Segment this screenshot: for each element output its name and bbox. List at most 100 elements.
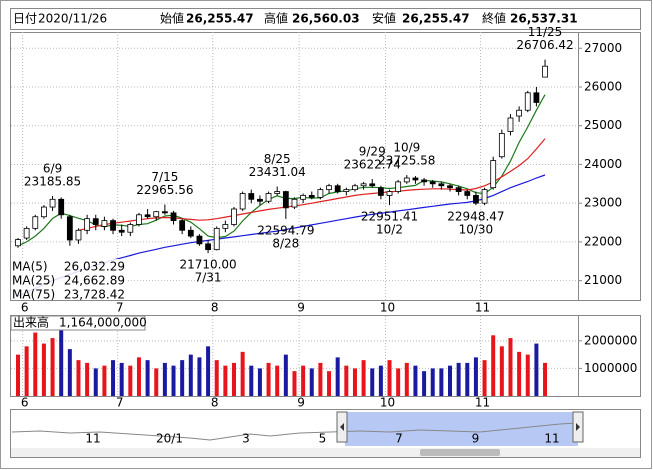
- navigator-label: 9: [472, 432, 480, 446]
- volume-bar: [102, 365, 107, 396]
- candle-body: [265, 193, 272, 202]
- volume-bar: [283, 354, 288, 396]
- navigator-label: 11: [85, 432, 100, 446]
- volume-bar: [41, 343, 46, 396]
- field-value: 26,255.47: [186, 12, 254, 26]
- candle-body: [360, 183, 367, 187]
- volume-bar: [327, 371, 332, 396]
- volume-bar: [387, 360, 392, 396]
- volume-bar: [223, 365, 228, 396]
- candle-body: [326, 185, 332, 191]
- volume-bar: [543, 362, 548, 396]
- volume-bar: [33, 332, 38, 396]
- volume-bar: [93, 368, 98, 396]
- x-tick-label: 10: [380, 301, 395, 315]
- y-tick-label: 27000: [584, 41, 622, 55]
- volume-bar: [517, 351, 522, 396]
- volume-bar: [465, 362, 470, 396]
- legend-value: 23,728.42: [64, 288, 125, 302]
- volume-bar: [206, 346, 211, 396]
- navigator-label: 20/1: [156, 432, 183, 446]
- y-tick-label: 21000: [584, 273, 622, 287]
- navigator-label: 5: [319, 432, 327, 446]
- candle-body: [49, 198, 56, 208]
- x-tick-label: 9: [297, 301, 305, 315]
- volume-bar: [525, 354, 530, 396]
- volume-bar: [119, 362, 124, 396]
- candle-body: [507, 117, 514, 132]
- annotation-date: 10/2: [376, 223, 403, 237]
- price-panel: [10, 32, 641, 301]
- navigator-label: 11: [544, 432, 559, 446]
- volume-bar: [396, 368, 401, 396]
- volume-bar: [361, 360, 366, 396]
- volume-bar: [422, 371, 427, 396]
- annotation-value: 23622.74: [344, 158, 401, 172]
- volume-bar: [171, 365, 176, 396]
- candle-body: [144, 214, 151, 218]
- candle-body: [66, 216, 73, 241]
- legend-name: MA(25): [12, 274, 55, 288]
- candle-body: [386, 191, 393, 196]
- candle-body: [110, 220, 116, 231]
- volume-bar: [232, 362, 236, 396]
- volume-bar: [266, 362, 271, 396]
- y-tick-label: 25000: [584, 118, 622, 132]
- y-tick-label: 23000: [584, 196, 622, 210]
- legend-name: MA(5): [12, 260, 48, 274]
- candle-body: [179, 220, 186, 231]
- field-value: 26,255.47: [402, 12, 470, 26]
- date: 2020/11/26: [38, 12, 107, 26]
- candle-body: [524, 92, 531, 111]
- candle-body: [239, 193, 246, 210]
- candle-body: [136, 214, 142, 225]
- candle-body: [274, 191, 281, 194]
- field-value: 26,537.31: [510, 12, 578, 26]
- x-tick-label: 9: [297, 396, 305, 410]
- date-label: 日付: [13, 12, 37, 26]
- y-tick-label: 22000: [584, 234, 622, 248]
- candle-body: [282, 191, 289, 209]
- candle-body: [308, 195, 315, 198]
- volume-bar: [111, 360, 116, 396]
- volume-total: 1,164,000,000: [59, 316, 147, 330]
- volume-bar: [482, 360, 487, 396]
- y-tick-label: 26000: [584, 79, 622, 93]
- volume-bar: [499, 346, 504, 396]
- candle-body: [395, 181, 402, 192]
- navigator-range[interactable]: [345, 412, 578, 446]
- candle-body: [92, 218, 99, 225]
- scrollbar[interactable]: [11, 448, 640, 457]
- candle-body: [41, 206, 47, 218]
- volume-bar: [275, 365, 280, 396]
- candle-body: [447, 185, 453, 189]
- candle-body: [127, 224, 134, 233]
- volume-bar: [335, 357, 340, 396]
- candle-body: [170, 212, 177, 222]
- handle-arrow: [576, 423, 580, 431]
- candle-body: [300, 195, 307, 200]
- annotation-date: 7/31: [195, 271, 222, 285]
- y-tick-label: 2000000: [584, 333, 637, 347]
- annotation-value: 23431.04: [249, 165, 306, 179]
- candle-body: [75, 229, 82, 241]
- volume-bar: [128, 365, 133, 396]
- volume-bar: [404, 362, 409, 396]
- candle-body: [23, 227, 30, 239]
- volume-bar: [473, 357, 478, 396]
- x-tick-label: 6: [21, 396, 29, 410]
- volume-bar: [180, 360, 185, 396]
- handle-arrow: [340, 423, 344, 431]
- candle-body: [101, 220, 108, 227]
- volume-bar: [85, 362, 90, 396]
- volume-bar: [301, 365, 306, 396]
- scrollbar-thumb[interactable]: [420, 449, 500, 456]
- candle-body: [352, 185, 358, 191]
- legend-name: MA(75): [12, 288, 55, 302]
- volume-bar: [413, 365, 418, 396]
- y-tick-label: 1000000: [584, 361, 637, 375]
- annotation-date: 9/29: [359, 145, 386, 159]
- volume-label-box: [10, 315, 146, 331]
- volume-bar: [188, 354, 193, 396]
